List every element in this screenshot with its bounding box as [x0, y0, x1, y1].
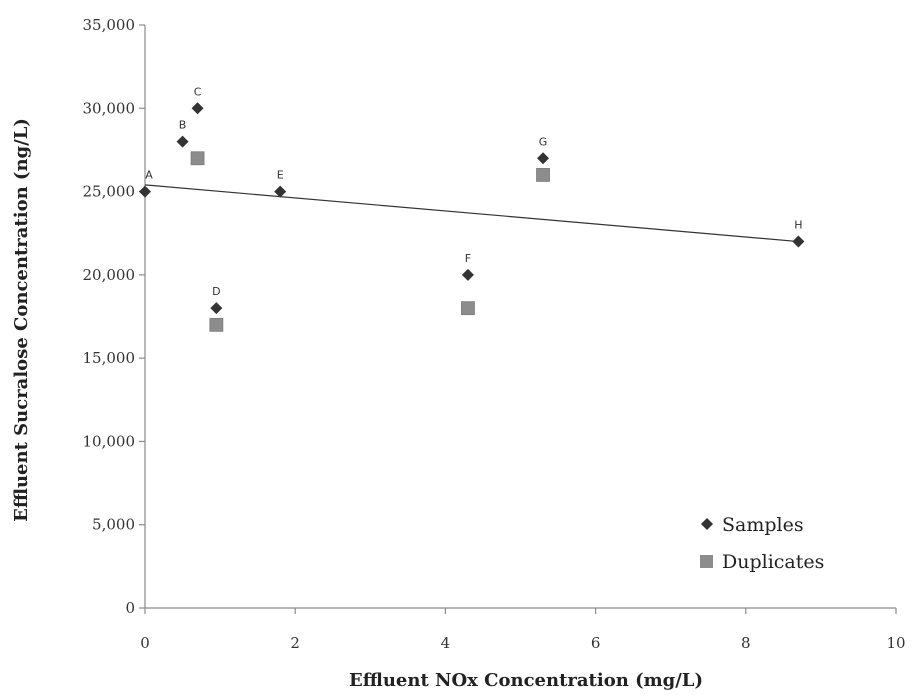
sample-point: [210, 302, 223, 315]
point-label: A: [145, 169, 153, 182]
point-label: C: [194, 85, 202, 98]
y-axis-ticks: 0 5,000 10,000 15,000 20,000 25,000 30,000 35,0…: [83, 16, 145, 617]
sample-point: [176, 135, 189, 148]
sample-point: [461, 268, 474, 281]
point-label: E: [277, 169, 284, 182]
point-label: F: [465, 252, 471, 265]
axes: [144, 25, 896, 609]
trendline-path: [144, 184, 799, 243]
sample-point: [139, 185, 151, 198]
x-tick-label: 8: [741, 634, 751, 652]
y-axis-title: Effluent Sucralose Concentration (ng/L): [11, 118, 32, 522]
point-label: D: [212, 285, 220, 298]
y-tick-label: 30,000: [83, 99, 136, 117]
legend-label-samples: Samples: [722, 514, 804, 536]
duplicate-point: [461, 301, 475, 316]
sample-point: [191, 102, 204, 115]
legend: Samples Duplicates: [700, 514, 824, 573]
point-label: B: [179, 119, 187, 132]
point-label: H: [794, 219, 802, 232]
sample-point: [537, 152, 550, 165]
x-tick-label: 2: [290, 634, 300, 652]
x-tick-label: 6: [591, 634, 601, 652]
y-tick-label: 0: [125, 599, 135, 617]
y-tick-label: 20,000: [83, 266, 136, 284]
sample-point: [274, 185, 287, 198]
x-tick-label: 0: [140, 634, 150, 652]
x-tick-label: 4: [441, 634, 451, 652]
legend-item-samples: Samples: [701, 514, 804, 536]
x-tick-label: 10: [886, 634, 905, 652]
data-points: A B C D E F G H: [139, 85, 805, 332]
duplicate-point: [190, 151, 205, 166]
legend-square-marker: [700, 555, 713, 568]
y-tick-label: 10,000: [83, 432, 136, 450]
point-label: G: [539, 135, 548, 148]
legend-label-duplicates: Duplicates: [722, 551, 824, 573]
trendline: [144, 184, 799, 243]
sample-point: [792, 235, 805, 248]
y-tick-label: 15,000: [83, 349, 136, 367]
y-tick-label: 5,000: [92, 516, 135, 534]
legend-item-duplicates: Duplicates: [700, 551, 824, 573]
x-axis-title: Effluent NOx Concentration (mg/L): [349, 670, 703, 691]
y-tick-label: 25,000: [83, 183, 136, 201]
y-tick-label: 35,000: [83, 16, 136, 34]
duplicate-point: [209, 317, 224, 332]
legend-diamond-marker: [701, 518, 713, 530]
duplicate-point: [536, 168, 550, 182]
x-axis-ticks: 0 2 4 6 8 10: [140, 608, 906, 652]
